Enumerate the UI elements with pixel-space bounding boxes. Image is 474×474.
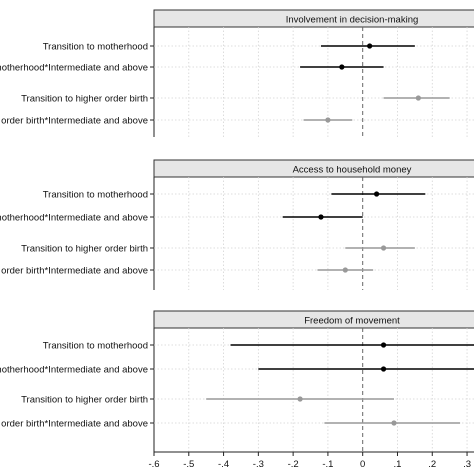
point-estimate <box>380 366 387 372</box>
point-estimate <box>415 95 421 101</box>
row-label: Transition to higher order birth <box>21 395 148 406</box>
panel-title-bar <box>153 9 474 28</box>
x-tick-label: -.3 <box>253 459 264 470</box>
panel-title: Involvement in decision-making <box>286 15 419 26</box>
point-estimate <box>318 214 324 220</box>
point-estimate <box>374 191 380 197</box>
x-tick-label: -.4 <box>218 459 229 470</box>
row-label: Transition to higher order birth*Interme… <box>0 266 148 277</box>
point-estimate <box>339 64 345 70</box>
row-label: Transition to motherhood*Intermediate an… <box>0 365 148 376</box>
panel-title: Access to household money <box>293 165 412 176</box>
panel-3: Freedom of movement Transition to motherh… <box>0 310 474 452</box>
row-label: Transition to higher order birth <box>21 94 148 105</box>
row-label: Transition to higher order birth <box>21 244 148 255</box>
x-tick-label: .3 <box>463 459 471 470</box>
x-tick-label: -.5 <box>183 459 194 470</box>
point-estimate <box>325 117 331 123</box>
panel-1: Involvement in decision-making Transition… <box>0 9 474 137</box>
row-label: Transition to motherhood <box>43 190 148 201</box>
panel-2: Access to household money Transition to m… <box>0 159 474 290</box>
panel-title: Freedom of movement <box>304 316 400 327</box>
x-tick-label: -.1 <box>322 459 333 470</box>
panel-title-bar <box>153 310 474 329</box>
x-tick-label: .2 <box>428 459 436 470</box>
row-label: Transition to motherhood*Intermediate an… <box>0 213 148 224</box>
point-estimate <box>297 396 303 402</box>
x-tick-label: 0 <box>360 459 365 470</box>
row-label: Transition to motherhood*Intermediate an… <box>0 63 148 74</box>
row-label: Transition to higher order birth*Interme… <box>0 419 148 430</box>
panel-title-bar <box>153 159 474 178</box>
x-tick-label: -.2 <box>288 459 299 470</box>
row-label: Transition to motherhood <box>43 341 148 352</box>
row-label: Transition to higher order birth*Interme… <box>0 116 148 127</box>
x-tick-label: -.6 <box>148 459 159 470</box>
point-estimate <box>391 420 397 426</box>
point-estimate <box>342 267 348 273</box>
point-estimate <box>380 342 387 348</box>
x-tick-label: .1 <box>394 459 402 470</box>
point-estimate <box>367 43 373 49</box>
row-label: Transition to motherhood <box>43 42 148 53</box>
point-estimate <box>380 245 387 251</box>
